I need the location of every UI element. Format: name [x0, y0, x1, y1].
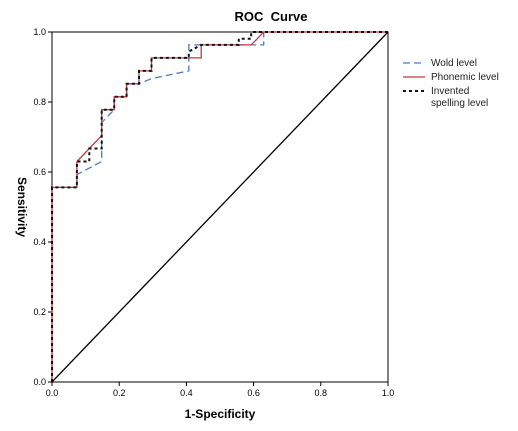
y-tick-label: 0.6	[33, 167, 46, 177]
x-tick-label: 0.0	[46, 388, 59, 398]
y-axis-label: Sensitivity	[15, 177, 29, 237]
legend-label: Wold level	[431, 58, 477, 69]
series-layer	[51, 31, 389, 383]
chart-title: ROC Curve	[235, 9, 308, 24]
x-axis-label: 1-Specificity	[185, 407, 256, 421]
legend-label: Phonemic level	[431, 72, 499, 83]
y-tick-label: 0.8	[33, 97, 46, 107]
y-axis-ticks: 0.0 0.2 0.4 0.6 0.8 1.0	[33, 27, 52, 387]
x-tick-label: 0.4	[180, 388, 193, 398]
x-tick-label: 1.0	[382, 388, 395, 398]
legend: Wold level Phonemic level Invented spellin…	[403, 58, 499, 109]
y-tick-label: 0.4	[33, 237, 46, 247]
legend-label: Invented spelling level	[431, 86, 488, 109]
reference-diagonal-line	[51, 31, 389, 383]
x-axis-ticks: 0.0 0.2 0.4 0.6 0.8 1.0	[46, 382, 395, 398]
y-tick-label: 1.0	[33, 27, 46, 37]
x-tick-label: 0.2	[113, 388, 126, 398]
x-tick-label: 0.8	[315, 388, 328, 398]
y-tick-label: 0.0	[33, 377, 46, 387]
y-tick-label: 0.2	[33, 307, 46, 317]
roc-series-line	[51, 31, 388, 382]
x-tick-label: 0.6	[247, 388, 260, 398]
